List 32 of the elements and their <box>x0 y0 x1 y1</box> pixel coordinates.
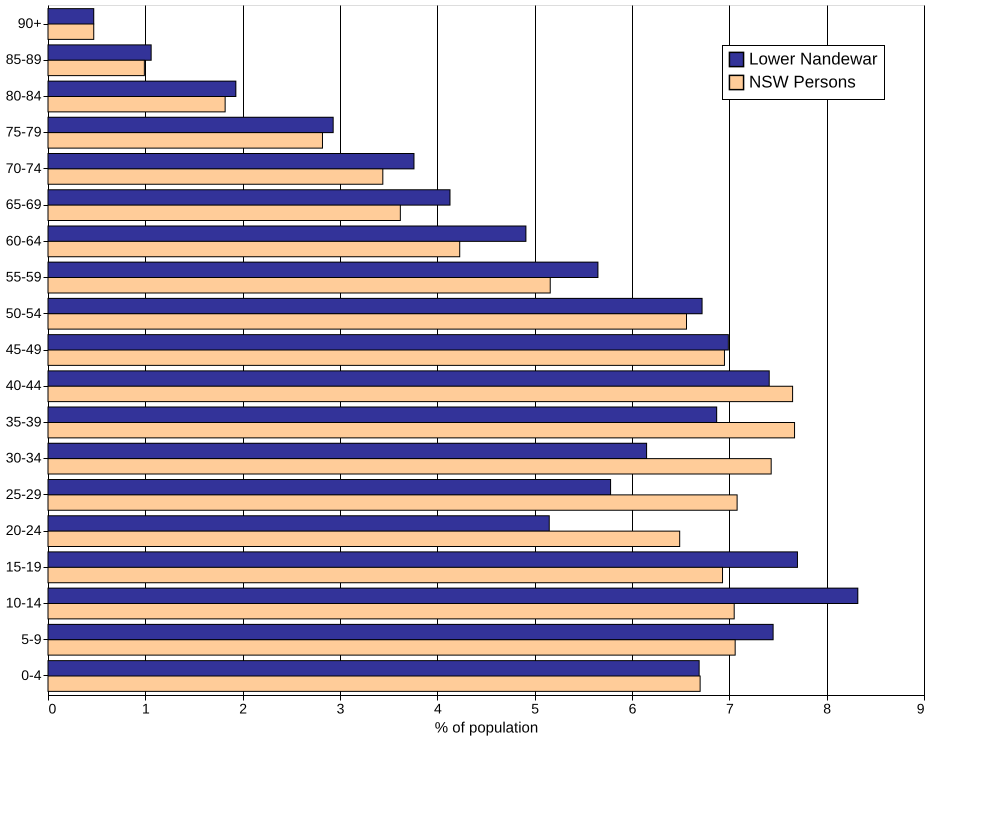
x-tick-label: 7 <box>726 700 734 716</box>
x-tick-label: 4 <box>434 700 442 716</box>
y-tick-label: 80-84 <box>6 87 42 104</box>
x-axis-title: % of population <box>434 720 538 736</box>
y-tick-label: 35-39 <box>6 413 42 430</box>
x-tick-label: 8 <box>823 700 832 716</box>
x-tick-label: 9 <box>916 700 925 716</box>
x-tick-label: 2 <box>239 700 248 716</box>
y-tick-label: 40-44 <box>6 377 42 394</box>
x-tick-label: 5 <box>531 700 540 716</box>
y-tick-label: 25-29 <box>6 486 42 502</box>
x-tick-label: 0 <box>48 700 56 716</box>
y-tick-label: 60-64 <box>6 232 42 248</box>
legend-label: NSW Persons <box>749 72 856 92</box>
y-tick-label: 85-89 <box>6 51 42 68</box>
y-tick-label: 55-59 <box>6 268 42 285</box>
y-tick-label: 45-49 <box>6 341 42 357</box>
y-tick-label: 0-4 <box>21 666 42 683</box>
y-tick-label: 15-19 <box>6 558 42 574</box>
y-tick-label: 10-14 <box>6 594 42 611</box>
y-tick-label: 65-69 <box>6 196 42 212</box>
legend-label: Lower Nandewar <box>749 50 878 68</box>
x-tick-label: 3 <box>336 700 345 716</box>
y-tick-label: 20-24 <box>6 522 42 538</box>
y-tick-label: 75-79 <box>6 124 42 140</box>
x-tick-label: 1 <box>142 700 150 716</box>
x-tick-label: 6 <box>628 700 637 716</box>
y-tick-label: 90+ <box>18 15 42 32</box>
y-tick-label: 30-34 <box>6 450 42 466</box>
y-tick-label: 70-74 <box>6 160 42 176</box>
y-tick-label: 50-54 <box>6 304 42 321</box>
y-tick-label: 5-9 <box>21 630 42 647</box>
